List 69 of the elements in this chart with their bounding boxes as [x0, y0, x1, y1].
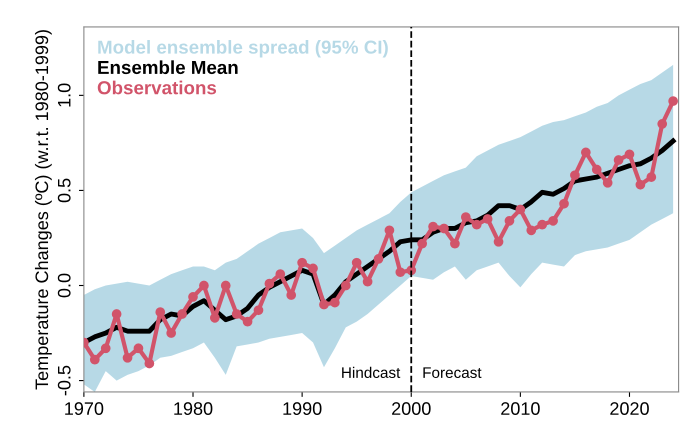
- point: [100, 343, 111, 354]
- point: [450, 238, 460, 249]
- point: [460, 212, 471, 222]
- point: [90, 354, 100, 365]
- point: [624, 149, 634, 160]
- y-tick-label: 1.0: [58, 84, 71, 107]
- point: [646, 172, 656, 182]
- point: [374, 254, 384, 264]
- x-tick-label: 1990: [283, 402, 322, 415]
- y-axis-title: Temperature Changes (ºC) (w.r.t. 1980-1999): [34, 30, 52, 390]
- x-tick-label: 2000: [392, 402, 431, 415]
- point: [417, 238, 428, 249]
- point: [384, 226, 394, 236]
- point: [657, 119, 668, 129]
- point: [134, 343, 144, 354]
- point: [439, 224, 449, 234]
- point: [395, 267, 406, 278]
- x-tick-label: 2010: [501, 402, 540, 415]
- point: [570, 170, 580, 180]
- point: [275, 269, 286, 279]
- point: [155, 307, 166, 317]
- point: [494, 236, 504, 247]
- point: [144, 358, 154, 368]
- point: [526, 226, 536, 236]
- point: [668, 96, 678, 106]
- point: [308, 264, 318, 274]
- point: [516, 204, 526, 214]
- point: [232, 309, 242, 319]
- point: [428, 222, 438, 232]
- x-tick-label: 1970: [65, 402, 104, 415]
- point: [592, 164, 602, 174]
- point: [340, 280, 351, 290]
- text: Ensemble Mean: [98, 60, 238, 74]
- point: [112, 309, 122, 319]
- point: [636, 180, 646, 190]
- point: [199, 280, 209, 290]
- point: [537, 220, 548, 230]
- point: [602, 178, 613, 188]
- point: [614, 155, 624, 165]
- point: [264, 278, 274, 288]
- x-tick-label: 1980: [174, 402, 212, 415]
- text: Observations: [98, 80, 216, 94]
- point: [548, 216, 558, 226]
- legend-label: Model ensemble spread (95% CI): [98, 40, 388, 58]
- point: [254, 305, 264, 316]
- point: [286, 290, 296, 300]
- point: [330, 298, 340, 308]
- point: [504, 216, 514, 226]
- point: [166, 328, 176, 338]
- point: [352, 258, 362, 268]
- point: [210, 312, 220, 323]
- point: [319, 300, 329, 310]
- annotation: Forecast: [423, 367, 482, 378]
- point: [297, 258, 307, 268]
- point: [580, 148, 591, 158]
- point: [362, 276, 372, 287]
- point: [188, 292, 198, 302]
- x-tick-label: 2020: [610, 402, 649, 415]
- point: [177, 309, 187, 319]
- point: [482, 214, 492, 224]
- point: [220, 280, 231, 290]
- annotation: Hindcast: [342, 366, 400, 378]
- y-tick-label: -0.5: [58, 366, 71, 396]
- y-tick-label: 0.0: [58, 274, 71, 298]
- point: [242, 316, 252, 326]
- y-tick-label: 0.5: [58, 178, 71, 202]
- point: [122, 352, 132, 363]
- point: [472, 220, 482, 230]
- point: [559, 198, 569, 209]
